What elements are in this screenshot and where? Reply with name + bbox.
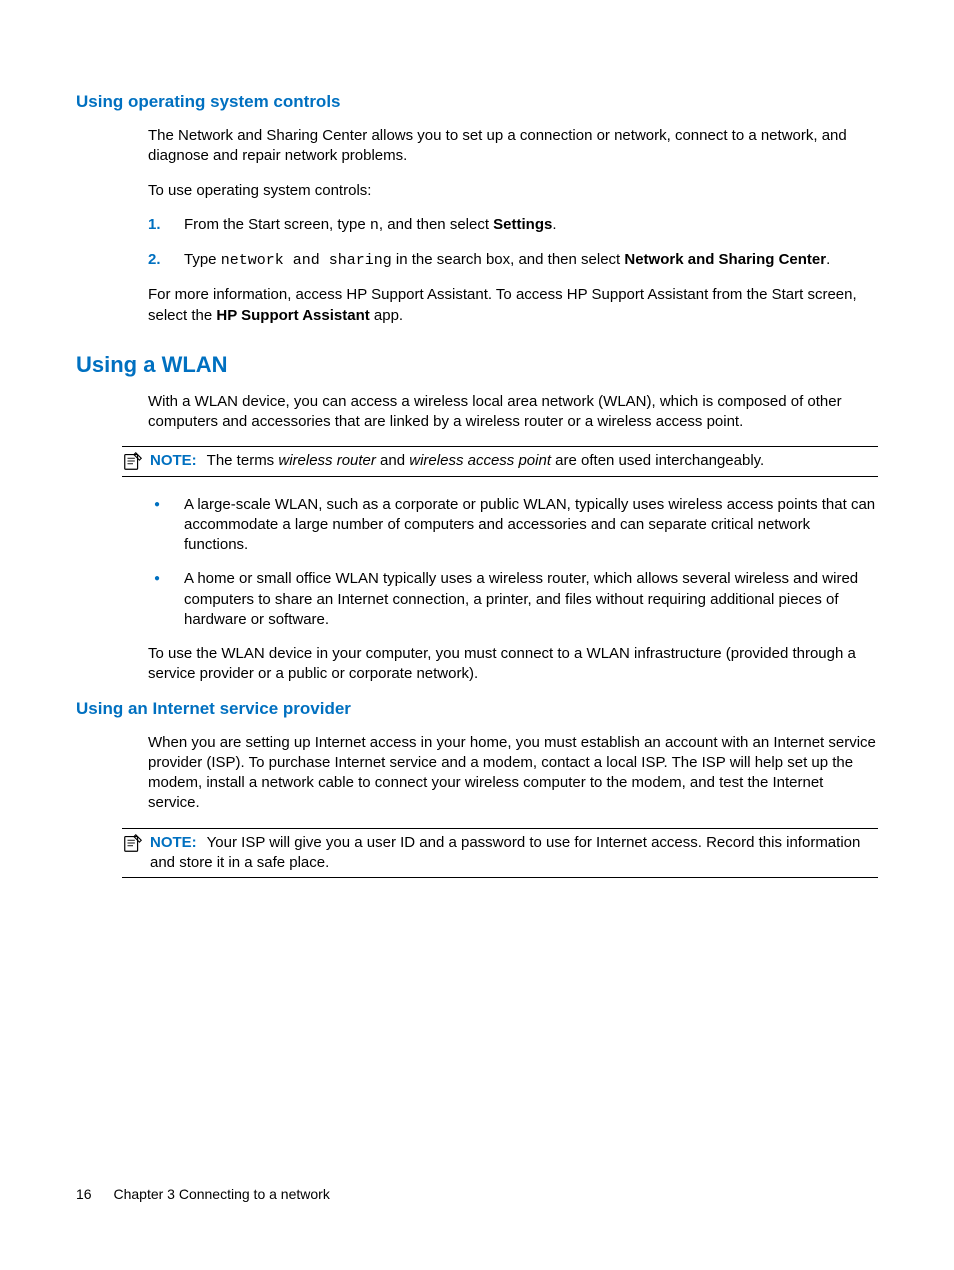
text: Type [184,251,221,268]
step-number: 2. [148,250,161,270]
text: are often used interchangeably. [551,452,764,469]
para: To use the WLAN device in your computer,… [148,644,878,685]
bold-text: HP Support Assistant [216,307,369,324]
list-item: A large-scale WLAN, such as a corporate … [148,495,878,556]
code: network and sharing [221,252,392,269]
note-icon [122,450,144,472]
text: From the Start screen, type [184,216,370,233]
step-number: 1. [148,215,161,235]
heading-os-controls: Using operating system controls [76,92,878,112]
text: . [552,216,556,233]
para: For more information, access HP Support … [148,285,878,326]
note-label: NOTE: [150,834,197,851]
step-2: 2. Type network and sharing in the searc… [148,250,878,271]
bold-text: Settings [493,216,552,233]
heading-isp: Using an Internet service provider [76,699,878,719]
text: . [826,251,830,268]
note-box: NOTE:Your ISP will give you a user ID an… [122,828,878,879]
page-footer: 16 Chapter 3 Connecting to a network [76,1186,878,1202]
page-number: 16 [76,1186,92,1202]
para: With a WLAN device, you can access a wir… [148,392,878,433]
step-1: 1. From the Start screen, type n, and th… [148,215,878,236]
para: To use operating system controls: [148,181,878,201]
note-label: NOTE: [150,452,197,469]
para: The Network and Sharing Center allows yo… [148,126,878,167]
para: When you are setting up Internet access … [148,733,878,814]
text: Your ISP will give you a user ID and a p… [150,834,860,871]
list-item: A home or small office WLAN typically us… [148,569,878,630]
text: , and then select [379,216,493,233]
italic-text: wireless router [278,452,376,469]
bold-text: Network and Sharing Center [624,251,826,268]
note-box: NOTE: The terms wireless router and wirel… [122,446,878,476]
italic-text: wireless access point [409,452,551,469]
code: n [370,217,379,234]
chapter-label: Chapter 3 Connecting to a network [113,1186,329,1202]
note-icon [122,832,144,854]
text: in the search box, and then select [392,251,625,268]
text: app. [370,307,403,324]
heading-wlan: Using a WLAN [76,352,878,378]
text: and [376,452,409,469]
text: The terms [207,452,279,469]
